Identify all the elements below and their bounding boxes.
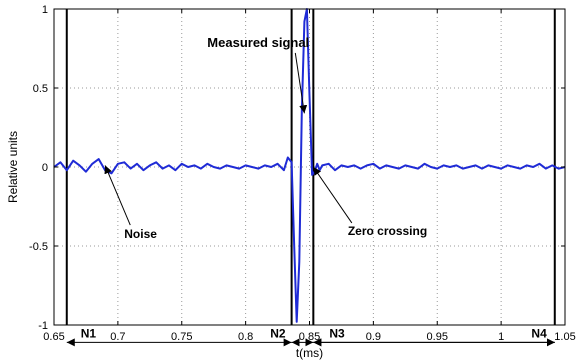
annotation-arrow bbox=[294, 52, 308, 114]
x-axis-label: t(ms) bbox=[296, 346, 323, 360]
x-tick-label: 0.95 bbox=[427, 331, 448, 343]
y-tick-label: -1 bbox=[38, 320, 48, 332]
x-tick-label: 0.8 bbox=[238, 331, 253, 343]
interval-label: N3 bbox=[329, 326, 345, 340]
y-tick-label: -0.5 bbox=[29, 241, 48, 253]
x-tick-label: 0.75 bbox=[171, 331, 192, 343]
x-tick-label: 0.85 bbox=[299, 331, 320, 343]
annotations: N1 N2 N3 N4 Measured signal Noise Zero crossin… bbox=[66, 35, 555, 347]
axes: 0.65 0.7 0.75 0.8 0.85 0.9 0.95 1 1.05 -1 -0.5 0 0.5… bbox=[29, 4, 576, 343]
annotation-arrow bbox=[104, 165, 131, 226]
y-axis-label: Relative units bbox=[6, 131, 20, 203]
y-tick-label: 0 bbox=[42, 162, 48, 174]
x-tick-label: 1 bbox=[498, 331, 504, 343]
grid bbox=[53, 8, 566, 326]
interval-label: N4 bbox=[531, 326, 547, 340]
interval-label: N2 bbox=[270, 326, 286, 340]
annotation-label: Measured signal bbox=[207, 35, 309, 50]
annotation-arrow bbox=[312, 166, 353, 224]
x-tick-label: 1.05 bbox=[554, 331, 575, 343]
x-tick-label: 0.65 bbox=[43, 331, 64, 343]
interval-label: N1 bbox=[81, 326, 97, 340]
x-tick-label: 0.9 bbox=[366, 331, 381, 343]
y-tick-label: 0.5 bbox=[33, 83, 48, 95]
x-tick-label: 0.7 bbox=[110, 331, 125, 343]
y-tick-label: 1 bbox=[42, 4, 48, 16]
annotation-label: Noise bbox=[124, 227, 157, 241]
annotation-label: Zero crossing bbox=[348, 224, 427, 238]
